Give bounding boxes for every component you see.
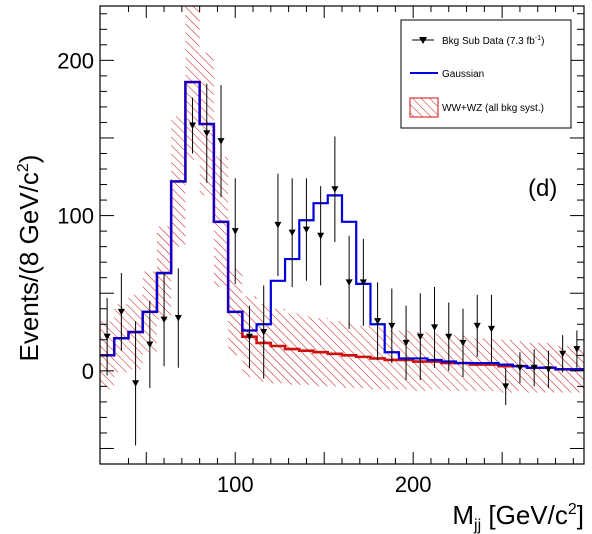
data-point <box>217 138 225 145</box>
data-point <box>530 364 538 372</box>
x-axis-title: Mjj [GeV/c2] <box>452 500 584 534</box>
x-axis-title-unit: [GeV/c <box>481 500 568 530</box>
x-axis-title-close: ] <box>577 500 584 530</box>
data-point <box>302 226 310 234</box>
data-point <box>374 318 382 325</box>
data-point <box>103 333 111 341</box>
data-point <box>189 122 197 130</box>
y-tick-label: 200 <box>57 48 94 73</box>
x-tick-label: 100 <box>217 472 254 497</box>
legend-entry-ww-wz: WW+WZ (all bkg syst.) <box>442 103 544 114</box>
y-axis-title-close: ) <box>14 155 44 164</box>
data-point <box>459 339 467 347</box>
legend-entry-data: Bkg Sub Data (7.3 fb-1) <box>442 35 544 47</box>
data-point <box>231 228 239 235</box>
data-point <box>174 315 182 322</box>
legend-entry-data-sup: -1 <box>535 35 541 42</box>
data-point <box>260 329 268 336</box>
data-point <box>117 308 125 316</box>
data-point <box>274 221 282 229</box>
legend-ww-wz-swatch <box>409 97 439 118</box>
data-point <box>573 346 581 353</box>
y-axis-title-sup: 2 <box>15 163 32 172</box>
gaussian-line-layer <box>100 80 584 371</box>
data-point <box>245 333 253 341</box>
data-point <box>559 350 567 358</box>
x-axis-title-main: M <box>452 500 474 530</box>
legend-entry-data-label: Bkg Sub Data (7.3 fb <box>442 36 535 47</box>
data-point <box>487 325 495 333</box>
legend-entry-gaussian: Gaussian <box>442 69 484 80</box>
data-point <box>331 186 339 193</box>
data-point <box>317 232 325 240</box>
data-point <box>359 279 367 286</box>
data-point <box>388 322 396 330</box>
data-point <box>288 229 296 237</box>
data-point <box>445 333 453 341</box>
data-point <box>160 316 168 324</box>
legend-data-marker <box>419 37 427 44</box>
axis-ticks-layer: 100 200 0 100 200 <box>57 6 584 497</box>
y-axis-title: Events/(8 GeV/c2) <box>14 155 44 362</box>
x-axis-title-sub: jj <box>473 517 481 534</box>
data-points-layer <box>103 83 581 446</box>
data-point <box>132 380 140 387</box>
data-point <box>203 130 211 137</box>
data-point <box>345 279 353 286</box>
data-point <box>146 341 154 348</box>
data-point <box>544 366 552 373</box>
legend: Bkg Sub Data (7.3 fb-1) Gaussian WW+WZ (… <box>400 19 572 129</box>
panel-label: (d) <box>528 175 557 202</box>
y-tick-label: 0 <box>82 359 94 384</box>
gaussian-histogram-line <box>100 80 584 371</box>
data-point <box>416 333 424 341</box>
data-point <box>502 383 510 390</box>
data-point <box>402 339 410 347</box>
legend-entry-data-close: ) <box>541 36 544 47</box>
y-tick-label: 100 <box>57 204 94 229</box>
x-axis-title-sup: 2 <box>568 501 577 518</box>
data-point <box>473 322 481 330</box>
x-tick-label: 200 <box>395 472 432 497</box>
data-point <box>431 324 439 331</box>
data-point <box>516 364 524 372</box>
y-axis-title-main: Events/(8 GeV/c <box>14 172 44 361</box>
